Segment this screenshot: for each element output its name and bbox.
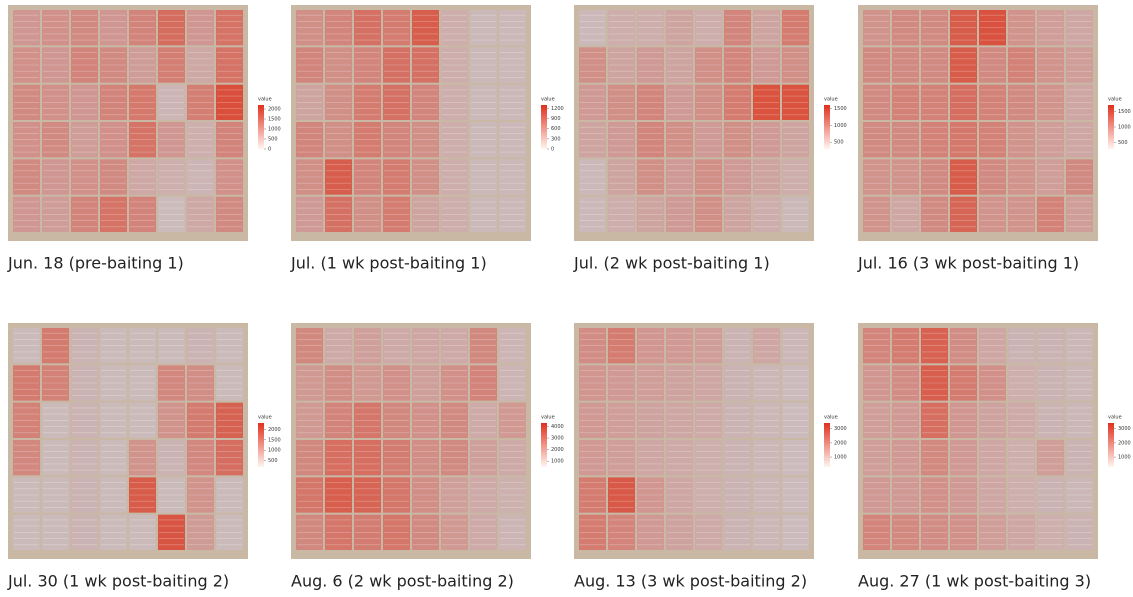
panels: value 2000 1500 1000 500 0 Jun. 18 (pre-baitin…	[0, 0, 1133, 597]
panel-caption: Jul. (2 wk post-baiting 1)	[573, 254, 770, 273]
legend-tick-label: 0	[551, 147, 554, 153]
legend-tick-label: 3000	[1118, 426, 1131, 432]
legend-tick-label: 500	[1118, 140, 1128, 146]
legend-tick-label: 2000	[551, 447, 564, 453]
legend-tick-label: 1000	[834, 455, 847, 461]
legend-tick-label: 1500	[834, 106, 847, 112]
legend-tick-label: 0	[268, 147, 271, 153]
legend-tick-label: 2000	[268, 107, 281, 113]
legend-tick-label: 3000	[551, 436, 564, 442]
legend-bar	[541, 423, 547, 467]
legend-title: value	[824, 97, 838, 103]
legend-tick-label: 500	[268, 458, 278, 464]
legend-tick-label: 1500	[1118, 109, 1131, 115]
legend-tick-label: 2000	[834, 440, 847, 446]
legend-tick-label: 1000	[1118, 455, 1131, 461]
legend-tick-label: 500	[268, 137, 278, 143]
legend-bar	[824, 105, 830, 149]
legend-bar	[258, 105, 264, 149]
legend-title: value	[258, 97, 272, 103]
legend-tick-label: 300	[551, 136, 561, 142]
legend-title: value	[1108, 97, 1122, 103]
panel-caption: Aug. 27 (1 wk post-baiting 3)	[858, 572, 1091, 591]
legend-tick-label: 2000	[268, 427, 281, 433]
legend-bar	[258, 423, 264, 467]
legend-title: value	[541, 97, 555, 103]
panel-caption: Jul. 16 (3 wk post-baiting 1)	[857, 254, 1079, 273]
panel-caption: Jul. 30 (1 wk post-baiting 2)	[7, 572, 229, 591]
legend-title: value	[824, 415, 838, 421]
legend-title: value	[541, 415, 555, 421]
legend-bar	[1108, 423, 1114, 467]
panel-caption: Aug. 6 (2 wk post-baiting 2)	[291, 572, 514, 591]
panel-caption: Aug. 13 (3 wk post-baiting 2)	[574, 572, 807, 591]
legend-tick-label: 900	[551, 116, 561, 122]
legend-tick-label: 4000	[551, 424, 564, 430]
legend-tick-label: 500	[834, 140, 844, 146]
legend-tick-label: 1000	[268, 448, 281, 454]
legend-tick-label: 1500	[268, 437, 281, 443]
legend-bar	[1108, 105, 1114, 149]
panel-caption: Jul. (1 wk post-baiting 1)	[290, 254, 487, 273]
legend-title: value	[258, 415, 272, 421]
legend-tick-label: 1500	[268, 117, 281, 123]
legend-tick-label: 600	[551, 126, 561, 132]
legend-tick-label: 1000	[834, 123, 847, 129]
legend-tick-label: 2000	[1118, 440, 1131, 446]
legend-tick-label: 1200	[551, 106, 564, 112]
panel-caption: Jun. 18 (pre-baiting 1)	[7, 254, 184, 273]
legend-bar	[541, 105, 547, 149]
legend-tick-label: 1000	[268, 127, 281, 133]
legend-tick-label: 1000	[551, 459, 564, 465]
figure: value 2000 1500 1000 500 0 Jun. 18 (pre-baitin…	[0, 0, 1133, 597]
legend-bar	[824, 423, 830, 467]
legend-title: value	[1108, 415, 1122, 421]
legend-tick-label: 3000	[834, 426, 847, 432]
legend-tick-label: 1000	[1118, 125, 1131, 131]
